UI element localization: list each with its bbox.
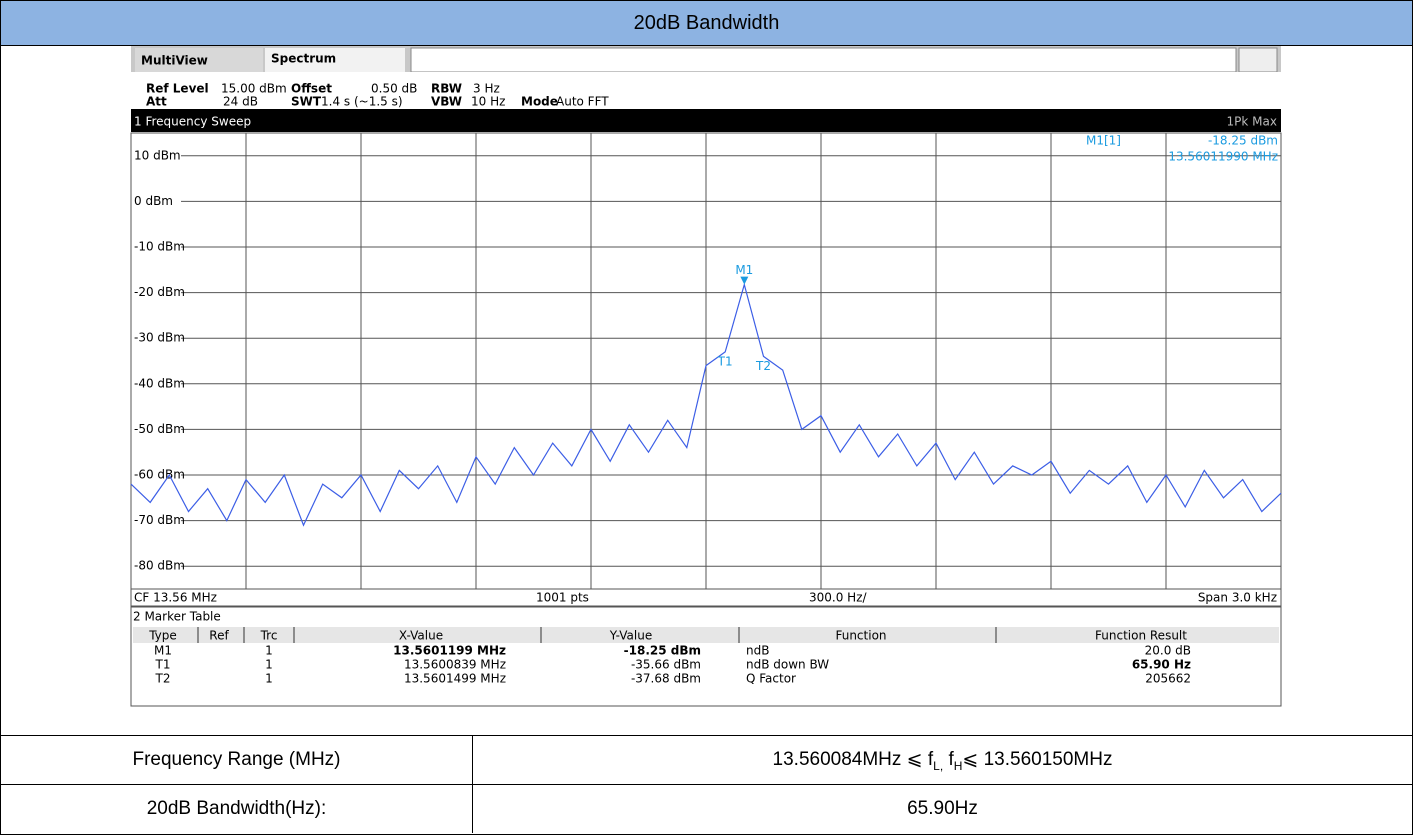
trace-label: 1Pk Max <box>1227 115 1277 129</box>
table-cell: ndB <box>746 644 769 658</box>
plot-title-bar <box>131 109 1281 132</box>
tab-label: MultiView <box>141 54 208 68</box>
column-header: Trc <box>260 629 278 643</box>
setting: 3 Hz <box>473 82 500 96</box>
analyzer-screenshot: MultiView Spectrum Ref Level 15.00 dBm Offse… <box>130 46 1282 707</box>
setting: RBW <box>431 82 462 96</box>
table-cell: 13.5600839 MHz <box>404 658 506 672</box>
table-cell: 13.5601199 MHz <box>393 644 506 658</box>
table-cell: 1 <box>265 672 273 686</box>
marker-info: M1[1] <box>1086 134 1121 148</box>
column-header: Y-Value <box>609 629 653 643</box>
marker-info: 13.56011990 MHz <box>1168 150 1278 164</box>
result-label: 20dB Bandwidth(Hz): <box>1 784 473 833</box>
setting: 15.00 dBm <box>221 82 287 96</box>
marker-info: -18.25 dBm <box>1208 134 1278 148</box>
table-cell: 1 <box>265 644 273 658</box>
column-header: X-Value <box>399 629 443 643</box>
y-tick-label: -40 dBm <box>134 376 185 390</box>
text: 13.560084MHz ⩽ f <box>772 748 934 770</box>
y-tick-label: -50 dBm <box>134 422 185 436</box>
footer-label: Span 3.0 kHz <box>1198 591 1277 605</box>
plot-title: 1 Frequency Sweep <box>134 115 251 129</box>
dropdown <box>1238 47 1278 73</box>
result-row: Frequency Range (MHz) 13.560084MHz ⩽ fL,… <box>1 735 1412 785</box>
text: ⩽ 13.560150MHz <box>962 748 1113 770</box>
table-cell: 65.90 Hz <box>1132 658 1191 672</box>
table-cell: 205662 <box>1145 672 1191 686</box>
setting: 24 dB <box>223 95 258 109</box>
result-row: 20dB Bandwidth(Hz): 65.90Hz <box>1 784 1412 833</box>
result-value: 65.90Hz <box>472 784 1412 833</box>
tab-label: Spectrum <box>271 52 336 66</box>
column-header: Ref <box>209 629 229 643</box>
marker-label: T1 <box>717 354 733 368</box>
table-cell: 1 <box>265 658 273 672</box>
setting: Ref Level <box>146 82 209 96</box>
text: f <box>943 748 954 770</box>
y-tick-label: -80 dBm <box>134 559 185 573</box>
trace <box>130 282 1282 527</box>
setting: Offset <box>291 82 332 96</box>
setting: Mode <box>521 95 558 109</box>
footer-bg <box>130 588 1282 607</box>
table-cell: -37.68 dBm <box>631 672 701 686</box>
y-tick-label: -30 dBm <box>134 331 185 345</box>
table-cell: -18.25 dBm <box>624 644 701 658</box>
y-tick-label: 0 dBm <box>134 194 173 208</box>
text: L, <box>933 758 944 773</box>
column-header: Type <box>148 629 177 643</box>
column-header: Function Result <box>1095 629 1187 643</box>
footer-label: 1001 pts <box>536 591 589 605</box>
input-box <box>410 47 1237 73</box>
table-cell: 13.5601499 MHz <box>404 672 506 686</box>
marker-label: M1 <box>735 263 753 277</box>
table-cell: M1 <box>154 644 172 658</box>
table-cell: ndB down BW <box>746 658 829 672</box>
table-cell: -35.66 dBm <box>631 658 701 672</box>
tab <box>135 48 263 72</box>
setting: 1.4 s (~1.5 s) <box>321 95 403 109</box>
setting: VBW <box>431 95 462 109</box>
y-tick-label: -70 dBm <box>134 513 185 527</box>
y-tick-label: -10 dBm <box>134 240 185 254</box>
y-tick-label: -60 dBm <box>134 468 185 482</box>
table-bg <box>130 606 1282 707</box>
table-header-bg <box>133 627 1279 643</box>
results-table: Frequency Range (MHz) 13.560084MHz ⩽ fL,… <box>1 735 1412 833</box>
settings-bg <box>131 72 1281 109</box>
setting: 10 Hz <box>471 95 505 109</box>
footer-label: 300.0 Hz/ <box>809 591 867 605</box>
table-cell: 20.0 dB <box>1145 644 1191 658</box>
tab-active <box>265 48 405 72</box>
table-cell: T2 <box>155 672 171 686</box>
header-title: 20dB Bandwidth <box>1 1 1412 46</box>
table-title: 2 Marker Table <box>133 610 221 624</box>
result-value: 13.560084MHz ⩽ fL, fH⩽ 13.560150MHz <box>472 735 1412 785</box>
marker-label: T2 <box>755 359 771 373</box>
table-cell: Q Factor <box>746 672 796 686</box>
setting: Auto FFT <box>556 95 609 109</box>
marker <box>740 276 749 285</box>
footer-label: CF 13.56 MHz <box>134 591 217 605</box>
table-cell: T1 <box>155 658 171 672</box>
setting: Att <box>146 95 167 109</box>
y-tick-label: -20 dBm <box>134 285 185 299</box>
y-tick-label: 10 dBm <box>134 148 181 162</box>
column-header: Function <box>835 629 886 643</box>
result-label: Frequency Range (MHz) <box>1 735 473 785</box>
setting: SWT <box>291 95 322 109</box>
setting: 0.50 dB <box>371 82 417 96</box>
text: H <box>953 758 963 773</box>
